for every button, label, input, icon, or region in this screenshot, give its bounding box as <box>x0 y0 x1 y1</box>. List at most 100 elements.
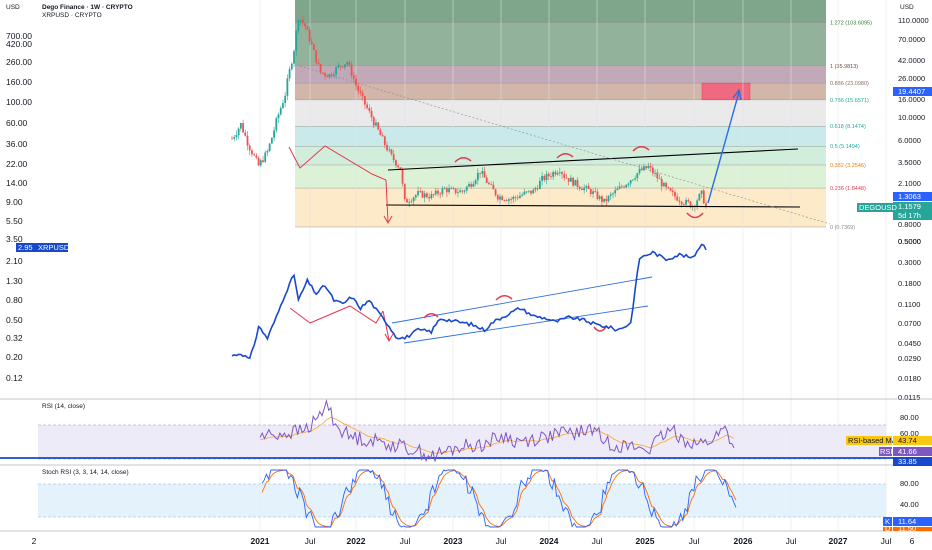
fib-band-top <box>295 0 826 23</box>
candle-body <box>596 191 599 199</box>
xrp-channel-lower[interactable] <box>403 305 649 344</box>
rsi-ma-tag-label-bg <box>846 436 892 445</box>
left-axis-tick-8: 14.00 <box>6 178 28 188</box>
right-axis-tick-8: 2.1000 <box>898 179 921 188</box>
candle-body <box>645 166 648 169</box>
dego-candles <box>231 15 707 212</box>
red-drop-arrow-top[interactable] <box>385 179 389 223</box>
blue-arrowhead <box>732 88 742 101</box>
candle-body <box>403 183 406 200</box>
candle-body <box>299 20 302 21</box>
candle-body <box>270 137 273 144</box>
left-axis-tick-4: 100.00 <box>6 97 32 107</box>
candle-body <box>392 154 395 161</box>
rsi-ma-line <box>259 416 735 454</box>
red-arc-1[interactable] <box>454 157 472 163</box>
candle-body <box>315 50 318 63</box>
rsi-tick-60: 60.00 <box>900 429 919 438</box>
candle-body <box>377 122 380 130</box>
candle-body <box>521 194 524 196</box>
candle-body <box>607 195 610 202</box>
left-axis-tick-11: 3.50 <box>6 234 23 244</box>
candle-body <box>454 188 457 194</box>
candle-body <box>237 128 240 135</box>
rsi-ma-value: 43.74 <box>898 436 917 445</box>
red-arc-2[interactable] <box>556 153 574 159</box>
candle-body <box>680 201 683 205</box>
candle-body <box>264 152 267 162</box>
candle-body <box>406 199 408 203</box>
red-wave-bottom[interactable] <box>289 305 384 324</box>
candle-body <box>408 201 411 203</box>
time-axis-label-13: 2027 <box>829 536 848 546</box>
candle-body <box>532 189 535 194</box>
red-arc-6[interactable] <box>495 295 513 301</box>
red-arc-4[interactable] <box>686 212 704 219</box>
candle-body <box>561 172 563 174</box>
candle-body <box>257 157 260 166</box>
candle-body <box>346 62 349 65</box>
fib-retracement[interactable]: 1.272 (103.6095) 1 (35.9813) 0.886 (23.098… <box>295 0 872 231</box>
candle-body <box>605 198 608 202</box>
candle-body <box>702 190 705 204</box>
candle-body <box>293 51 295 64</box>
time-axis-label-4: Jul <box>400 536 411 546</box>
red-drop-arrow-bottom[interactable] <box>382 310 390 341</box>
rsi-lower-value-bg <box>893 457 932 466</box>
time-axis-label-0: 2 <box>32 536 37 546</box>
red-arc-3[interactable] <box>632 146 650 152</box>
candle-body <box>231 138 233 140</box>
fib-level-label-7: 0.236 (1.8448) <box>830 186 866 192</box>
candle-body <box>682 204 685 205</box>
red-wave-top[interactable] <box>288 145 387 181</box>
candle-body <box>510 199 512 200</box>
fib-level-label-3: 0.786 (15.6571) <box>830 98 869 104</box>
xrp-price-line <box>231 243 707 360</box>
candle-body <box>481 171 484 174</box>
support-trendline[interactable] <box>385 204 801 208</box>
time-axis-label-3: 2022 <box>347 536 366 546</box>
candle-body <box>266 150 269 153</box>
left-axis-tick-13: 1.30 <box>6 276 23 286</box>
candle-body <box>656 173 659 179</box>
rsi-value: 41.66 <box>898 447 917 456</box>
left-axis-tick-3: 160.00 <box>6 77 32 87</box>
blue-target-arrow[interactable] <box>707 91 740 204</box>
drawings[interactable] <box>288 65 831 344</box>
candle-body <box>585 186 588 188</box>
time-axis[interactable]: 2 2021 Jul 2022 Jul 2023 Jul 2024 Jul 2025 Jul 2026… <box>32 536 915 546</box>
rsi-lower-value: 33.85 <box>898 457 917 466</box>
candle-body <box>341 66 344 68</box>
dego-symbol-tag-bg <box>857 203 893 212</box>
candle-body <box>457 192 459 194</box>
candle-body <box>372 117 375 126</box>
candle-body <box>499 196 501 200</box>
currency-label-right: USD <box>900 4 914 11</box>
diagonal-dashed-line[interactable] <box>299 65 831 225</box>
dego-symbol-tag: DEGOUSD <box>859 203 898 212</box>
stoch-k-value-bg <box>893 517 932 526</box>
candle-body <box>616 188 619 191</box>
red-arc-5[interactable] <box>423 313 439 319</box>
xrp-axis-tick-5: 0.0450 <box>898 339 921 348</box>
stoch-k-value: 11.64 <box>898 517 916 526</box>
candle-body <box>273 130 275 138</box>
candle-body <box>623 186 625 188</box>
candle-body <box>235 134 238 138</box>
fib-level-label-1: 1 (35.9813) <box>830 64 858 70</box>
right-axis-tick-0: 110.0000 <box>898 16 929 25</box>
candle-body <box>275 118 278 131</box>
stoch-d-value: 11.50 <box>898 524 916 533</box>
price-tag-bg-1 <box>893 192 932 201</box>
fib-band-6 <box>295 164 826 189</box>
resistance-trendline[interactable] <box>387 148 799 171</box>
red-arc-7[interactable] <box>593 326 607 332</box>
candle-body <box>421 191 424 198</box>
candle-body <box>501 196 504 201</box>
candle-body <box>326 75 329 78</box>
candle-body <box>567 178 570 182</box>
candle-body <box>468 183 470 187</box>
candle-body <box>437 190 439 194</box>
xrp-tag-value: 2.95 <box>18 243 33 252</box>
